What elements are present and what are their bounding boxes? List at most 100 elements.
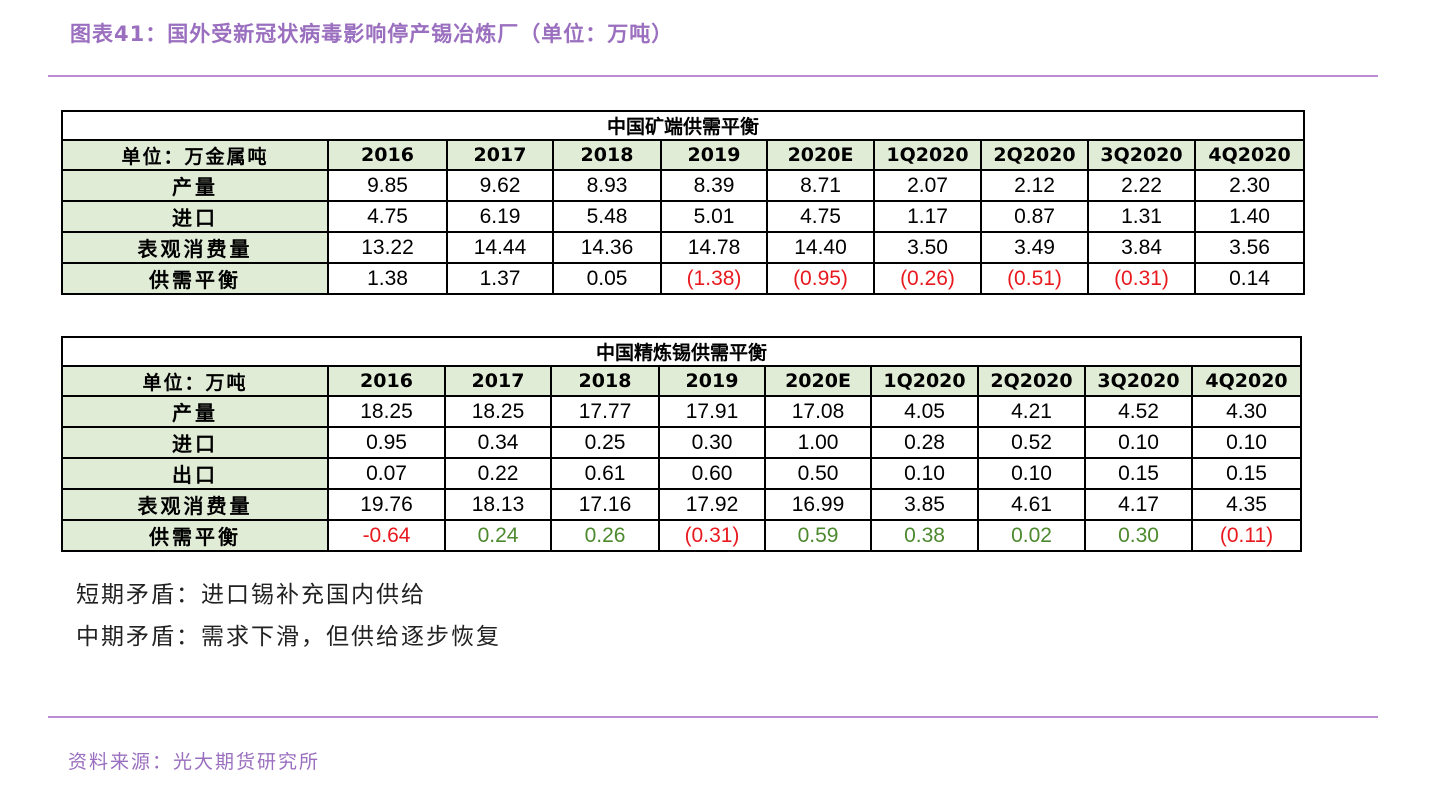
row-label: 产量 [61,169,329,202]
table-cell: 0.15 [1084,457,1193,490]
column-header: 1Q2020 [873,139,982,171]
table-cell: 14.44 [446,231,554,264]
row-label: 供需平衡 [61,262,329,295]
row-label: 产量 [61,395,329,428]
table-cell: 18.25 [327,395,446,428]
table-cell: 0.87 [980,200,1089,233]
table-cell: (0.31) [658,519,766,552]
table-cell: 2.30 [1193,169,1306,202]
unit-label: 单位：万金属吨 [61,139,329,171]
table-cell: 2.22 [1087,169,1196,202]
table-cell: 0.95 [327,426,446,459]
table-cell: 13.22 [327,231,448,264]
table-cell: 0.10 [870,457,979,490]
table-cell: (1.38) [660,262,768,295]
table-header-row: 单位：万金属吨 2016 2017 2018 2019 2020E 1Q2020 2Q2020… [61,139,1306,171]
table-cell: 0.38 [870,519,979,552]
table-cell: 14.36 [552,231,662,264]
table-row: 表观消费量 13.22 14.44 14.36 14.78 14.40 3.50 3.49 3.… [61,231,1306,264]
bottom-divider [48,716,1378,718]
table-cell: 0.24 [444,519,552,552]
table-cell: (0.26) [873,262,982,295]
table-cell: 1.00 [764,426,872,459]
table-cell: 0.15 [1190,457,1303,490]
row-label: 进口 [61,426,329,459]
row-label: 供需平衡 [61,519,329,552]
table-row: 产量 9.85 9.62 8.93 8.39 8.71 2.07 2.12 2.22 2.30 [61,169,1306,202]
table-cell: -0.64 [327,519,446,552]
table-cell: 1.31 [1087,200,1196,233]
table-cell: 3.85 [870,488,979,521]
column-header: 2Q2020 [977,365,1086,397]
table-cell: 0.34 [444,426,552,459]
table-cell: 6.19 [446,200,554,233]
table-caption-row: 中国精炼锡供需平衡 [60,336,1303,367]
table-cell: 14.40 [766,231,875,264]
table-cell: 0.60 [658,457,766,490]
table-cell: 0.52 [977,426,1086,459]
figure-title: 图表41：国外受新冠状病毒影响停产锡冶炼厂（单位：万吨） [70,22,674,46]
column-header: 2018 [550,365,660,397]
table-cell: 16.99 [764,488,872,521]
table-cell: 17.92 [658,488,766,521]
table-cell: 1.40 [1193,200,1306,233]
table-cell: 9.85 [327,169,448,202]
table-cell: 0.22 [444,457,552,490]
table-cell: 4.17 [1084,488,1193,521]
table-cell: 17.08 [764,395,872,428]
column-header: 2017 [446,139,554,171]
table-cell: 4.35 [1190,488,1303,521]
column-header: 3Q2020 [1087,139,1196,171]
refined-tin-balance-table: 中国精炼锡供需平衡 单位：万吨 2016 2017 2018 2019 2020E 1Q202… [60,336,1303,552]
ore-balance-table: 中国矿端供需平衡 单位：万金属吨 2016 2017 2018 2019 2020E 1Q20… [60,110,1306,295]
table-row: 供需平衡 -0.64 0.24 0.26 (0.31) 0.59 0.38 0.02 0.30(… [61,519,1303,552]
table-cell: 8.93 [552,169,662,202]
table-cell: (0.95) [766,262,875,295]
row-label: 表观消费量 [61,231,329,264]
table-cell: 17.91 [658,395,766,428]
table-cell: 4.75 [327,200,448,233]
table-cell: 0.10 [1084,426,1193,459]
table-row: 出口 0.07 0.22 0.61 0.60 0.50 0.10 0.10 0.15 0.15 [61,457,1303,490]
mid-term-note: 中期矛盾：需求下滑，但供给逐步恢复 [76,624,501,650]
column-header: 2Q2020 [980,139,1089,171]
table-cell: 0.07 [327,457,446,490]
table-caption-row: 中国矿端供需平衡 [60,110,1306,141]
table-cell: 0.61 [550,457,660,490]
column-header: 4Q2020 [1190,365,1303,397]
table-cell: 9.62 [446,169,554,202]
table-cell: 0.26 [550,519,660,552]
column-header: 4Q2020 [1193,139,1306,171]
table-cell: (0.11) [1190,519,1303,552]
table-cell: 18.25 [444,395,552,428]
table-cell: 0.05 [552,262,662,295]
table-cell: 0.59 [764,519,872,552]
table-cell: 1.38 [327,262,448,295]
table-header-row: 单位：万吨 2016 2017 2018 2019 2020E 1Q2020 2Q2020 3Q… [61,365,1303,397]
table-cell: 19.76 [327,488,446,521]
table-cell: 0.10 [977,457,1086,490]
table-cell: 0.50 [764,457,872,490]
column-header: 2016 [327,365,446,397]
table-cell: 3.56 [1193,231,1306,264]
column-header: 2020E [766,139,875,171]
table-row: 产量 18.25 18.25 17.77 17.91 17.08 4.05 4.21 4.52 4… [61,395,1303,428]
table-cell: 3.50 [873,231,982,264]
column-header: 2018 [552,139,662,171]
table-cell: 5.48 [552,200,662,233]
table-cell: 17.16 [550,488,660,521]
top-divider [48,75,1378,77]
table-cell: 0.10 [1190,426,1303,459]
table-cell: 8.71 [766,169,875,202]
table-cell: 18.13 [444,488,552,521]
table-cell: 14.78 [660,231,768,264]
table-cell: 0.30 [658,426,766,459]
source-note: 资料来源：光大期货研究所 [68,751,321,773]
column-header: 2019 [660,139,768,171]
table-cell: 0.30 [1084,519,1193,552]
table-cell: 4.61 [977,488,1086,521]
table-cell: (0.51) [980,262,1089,295]
column-header: 1Q2020 [870,365,979,397]
table-row: 进口 0.95 0.34 0.25 0.30 1.00 0.28 0.52 0.10 0.10 [61,426,1303,459]
row-label: 进口 [61,200,329,233]
